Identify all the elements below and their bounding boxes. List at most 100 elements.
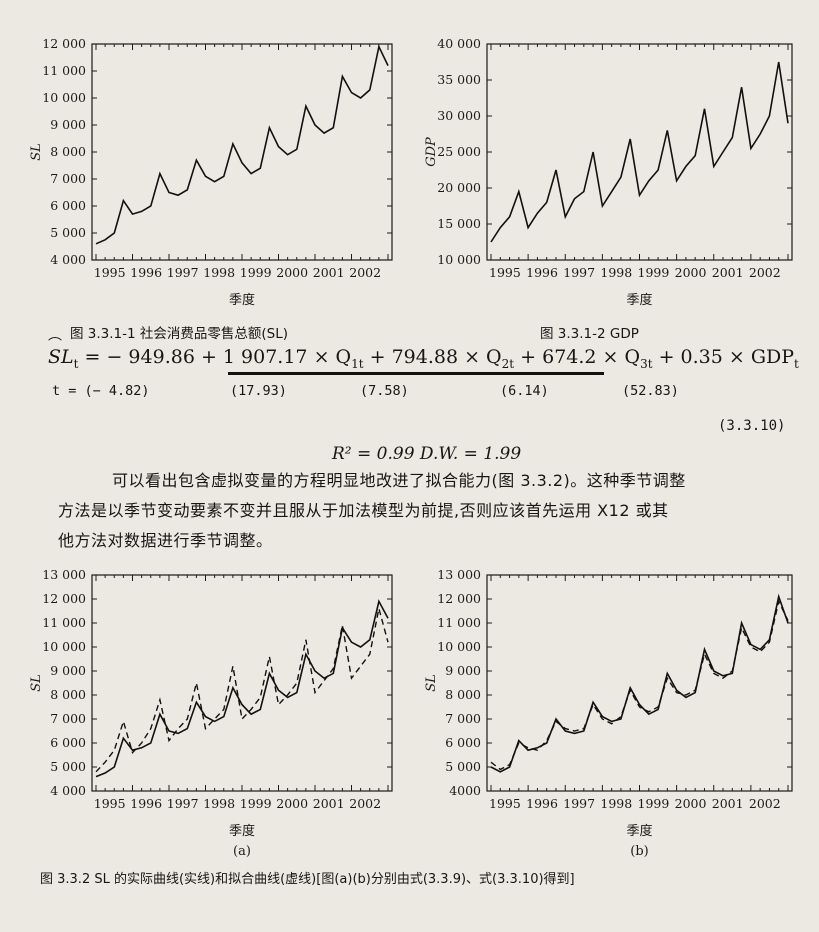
- actual-series-line: [95, 44, 389, 245]
- y-tick-label: 7 000: [50, 171, 86, 186]
- y-tick-label: 11 000: [42, 63, 86, 78]
- paragraph-line-2: 方法是以季节变动要素不变并且服从于加法模型为前提,否则应该首先运用 X12 或其: [58, 501, 669, 520]
- figure-caption-gdp: 图 3.3.1-2 GDP: [540, 326, 639, 342]
- x-tick-label: 2002: [349, 265, 381, 280]
- x-tick-label: 1997: [563, 265, 595, 280]
- x-tick-label: 1998: [600, 796, 632, 811]
- y-tick-label: 9 000: [50, 117, 86, 132]
- y-tick-label: 5 000: [445, 759, 481, 774]
- t-stat-1: (17.93): [230, 383, 287, 399]
- x-tick-label: 1995: [94, 265, 126, 280]
- chart-sl-fit-b: 4000 5 000 6 000 7 000 8 000 9 000 10 000 11 00…: [424, 567, 793, 859]
- y-tick-label: 25 000: [437, 144, 481, 159]
- y-tick-label: 12 000: [42, 591, 86, 606]
- equation-number: (3.3.10): [718, 418, 786, 434]
- x-tick-label: 2001: [712, 796, 744, 811]
- x-axis-label: 季度: [229, 823, 255, 839]
- y-axis-label: SL: [29, 143, 44, 161]
- chart-sl: 4 000 5 000 6 000 7 000 8 000 9 000 10 000 11 0…: [29, 36, 393, 308]
- x-tick-label: 1998: [203, 265, 235, 280]
- eq-lhs: SL: [48, 346, 74, 368]
- actual-series-line: [95, 599, 389, 778]
- chart-sl-fit-b-panel: 4000 5 000 6 000 7 000 8 000 9 000 10 000 11 00…: [405, 563, 810, 868]
- y-tick-label: 9 000: [50, 663, 86, 678]
- x-axis-label: 季度: [626, 823, 652, 839]
- x-tick-label: 2000: [675, 265, 707, 280]
- x-tick-label: 1995: [489, 796, 521, 811]
- fitted-series-line: [95, 608, 389, 773]
- equation-underline: [228, 372, 604, 375]
- x-tick-label: 2002: [749, 265, 781, 280]
- chart-gdp-panel: 10 000 15 000 20 000 25 000 30 000 35 000 40 0…: [405, 28, 810, 318]
- y-tick-label: 12 000: [437, 591, 481, 606]
- y-tick-label: 10 000: [437, 639, 481, 654]
- t-stat-label: t = (− 4.82): [52, 383, 150, 399]
- y-tick-label: 11 000: [437, 615, 481, 630]
- y-tick-label: 12 000: [42, 36, 86, 51]
- x-tick-label: 1997: [167, 265, 199, 280]
- y-tick-label: 10 000: [437, 252, 481, 267]
- x-tick-label: 2000: [675, 796, 707, 811]
- x-tick-label: 1997: [167, 796, 199, 811]
- x-tick-label: 1996: [526, 796, 558, 811]
- y-tick-label: 8 000: [50, 687, 86, 702]
- y-tick-label: 13 000: [437, 567, 481, 582]
- y-tick-label: 8 000: [445, 687, 481, 702]
- y-tick-label: 13 000: [42, 567, 86, 582]
- y-tick-label: 5 000: [50, 225, 86, 240]
- chart-sl-panel: 4 000 5 000 6 000 7 000 8 000 9 000 10 000 11 0…: [10, 28, 410, 318]
- fitted-series-line: [490, 599, 789, 771]
- y-axis-label: SL: [29, 674, 44, 692]
- regression-equation: ⌒ SLt = − 949.86 + 1 907.17 × Q1t + 794.…: [48, 337, 799, 371]
- y-tick-label: 11 000: [42, 615, 86, 630]
- y-tick-label: 6 000: [50, 735, 86, 750]
- x-tick-label: 1999: [638, 796, 670, 811]
- x-tick-label: 1996: [526, 265, 558, 280]
- y-axis-label: SL: [424, 674, 439, 692]
- plot-frame: [486, 43, 793, 261]
- x-tick-label: 2001: [313, 796, 345, 811]
- paragraph: 可以看出包含虚拟变量的方程明显地改进了拟合能力(图 3.3.2)。这种季节调整 …: [58, 466, 780, 556]
- paragraph-line-1: 可以看出包含虚拟变量的方程明显地改进了拟合能力(图 3.3.2)。这种季节调整: [112, 471, 686, 490]
- plot-frame: [91, 574, 393, 792]
- y-tick-label: 10 000: [42, 90, 86, 105]
- x-tick-label: 1995: [489, 265, 521, 280]
- x-tick-label: 2000: [276, 796, 308, 811]
- x-tick-label: 1998: [203, 796, 235, 811]
- chart-gdp: 10 000 15 000 20 000 25 000 30 000 35 000 40 0…: [424, 36, 793, 308]
- y-tick-label: 10 000: [42, 639, 86, 654]
- y-tick-label: 9 000: [445, 663, 481, 678]
- x-tick-label: 1996: [130, 265, 162, 280]
- y-tick-label: 6 000: [50, 198, 86, 213]
- subfigure-label: (a): [233, 844, 251, 859]
- t-stat-4: (52.83): [622, 383, 679, 399]
- eq-lhs-sub: t: [73, 356, 79, 371]
- t-stat-3: (6.14): [500, 383, 549, 399]
- y-tick-label: 30 000: [437, 108, 481, 123]
- chart-sl-fit-a: 4 000 5 000 6 000 7 000 8 000 9 000 10 000 11 0…: [29, 567, 393, 859]
- regression-stats: R² = 0.99 D.W. = 1.99: [332, 444, 522, 464]
- y-axis-label: GDP: [424, 137, 439, 167]
- y-tick-label: 5 000: [50, 759, 86, 774]
- x-tick-label: 2001: [313, 265, 345, 280]
- eq-lhs-hat: ⌒: [48, 337, 62, 353]
- figure-caption-bottom: 图 3.3.2 SL 的实际曲线(实线)和拟合曲线(虚线)[图(a)(b)分别由…: [40, 872, 575, 887]
- x-tick-label: 2002: [749, 796, 781, 811]
- y-tick-label: 7 000: [50, 711, 86, 726]
- paragraph-line-3: 他方法对数据进行季节调整。: [58, 531, 273, 550]
- y-tick-label: 6 000: [445, 735, 481, 750]
- actual-series-line: [490, 61, 789, 243]
- eq-term-4: + 674.2 × Q: [514, 346, 641, 368]
- y-tick-label: 8 000: [50, 144, 86, 159]
- x-tick-label: 1997: [563, 796, 595, 811]
- eq-term-6: + 0.35 × GDP: [652, 346, 795, 368]
- x-tick-label: 1996: [130, 796, 162, 811]
- plot-frame: [486, 574, 793, 792]
- y-tick-label: 15 000: [437, 216, 481, 231]
- y-tick-label: 7 000: [445, 711, 481, 726]
- actual-series-line: [490, 593, 789, 773]
- x-tick-label: 2002: [349, 796, 381, 811]
- eq-sub-gdp: t: [794, 356, 799, 371]
- eq-sub-3: 3t: [640, 356, 653, 371]
